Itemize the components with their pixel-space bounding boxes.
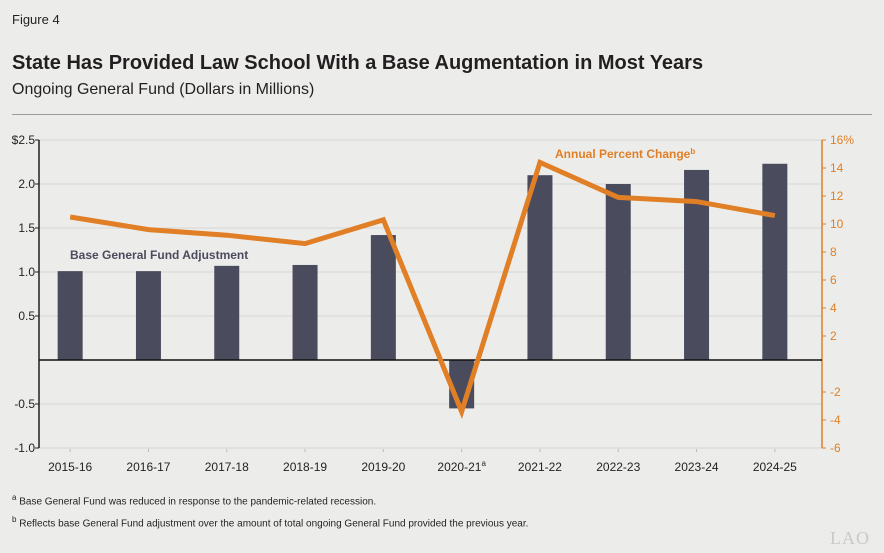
bar-2016-17 <box>135 271 161 360</box>
figure-label: Figure 4 <box>12 12 60 27</box>
bar-2015-16 <box>57 271 83 360</box>
right-tick-label: 16% <box>830 133 854 147</box>
right-tick-label: 10 <box>830 217 844 231</box>
left-tick-label: -0.5 <box>14 397 35 411</box>
series-label-line: Annual Percent Changeb <box>555 147 695 161</box>
x-tick-label: 2017-18 <box>205 460 249 474</box>
chart-subtitle: Ongoing General Fund (Dollars in Million… <box>12 81 315 98</box>
right-tick-label: 12 <box>830 189 844 203</box>
footnote-a: a Base General Fund was reduced in respo… <box>12 493 376 507</box>
left-tick-label: -1.0 <box>14 441 35 455</box>
x-tick-label: 2024-25 <box>753 460 797 474</box>
left-tick-label: $2.5 <box>12 133 36 147</box>
chart-title: State Has Provided Law School With a Bas… <box>12 52 704 74</box>
right-tick-label: 2 <box>830 329 837 343</box>
right-tick-label: 14 <box>830 161 844 175</box>
x-tick-label: 2015-16 <box>48 460 92 474</box>
x-tick-label: 2016-17 <box>126 460 170 474</box>
series-label-bars: Base General Fund Adjustment <box>70 248 248 262</box>
x-tick-label: 2020-21a <box>437 459 486 474</box>
right-tick-label: -2 <box>830 385 841 399</box>
footnote-text: Reflects base General Fund adjustment ov… <box>19 518 529 530</box>
bar-2017-18 <box>214 265 240 360</box>
x-tick-label: 2023-24 <box>675 460 719 474</box>
bar-2018-19 <box>292 264 318 360</box>
x-tick-label: 2019-20 <box>361 460 405 474</box>
title-divider <box>12 114 872 115</box>
right-tick-label: -6 <box>830 441 841 455</box>
x-tick-superscript: a <box>481 459 486 468</box>
right-tick-label: -4 <box>830 413 841 427</box>
bar-2019-20 <box>370 235 396 360</box>
bar-2022-23 <box>605 184 631 360</box>
footnote-b: b Reflects base General Fund adjustment … <box>12 515 528 529</box>
lao-logo: LAO <box>830 528 870 548</box>
x-tick-label: 2021-22 <box>518 460 562 474</box>
footnote-text: Base General Fund was reduced in respons… <box>19 496 377 508</box>
right-tick-label: 8 <box>830 245 837 259</box>
footnote-mark: b <box>12 515 17 524</box>
left-tick-label: 1.0 <box>18 265 35 279</box>
left-tick-label: 2.0 <box>18 177 35 191</box>
left-tick-label: 1.5 <box>18 221 35 235</box>
footnote-mark: a <box>12 493 17 502</box>
bar-2023-24 <box>684 169 710 360</box>
right-tick-label: 6 <box>830 273 837 287</box>
bar-2024-25 <box>762 163 788 360</box>
left-tick-label: 0.5 <box>18 309 35 323</box>
x-tick-label: 2018-19 <box>283 460 327 474</box>
bar-2021-22 <box>527 175 553 360</box>
line-annual-percent-change <box>69 158 776 419</box>
x-tick-label: 2022-23 <box>596 460 640 474</box>
series-label-superscript: b <box>690 147 695 156</box>
right-tick-label: 4 <box>830 301 837 315</box>
